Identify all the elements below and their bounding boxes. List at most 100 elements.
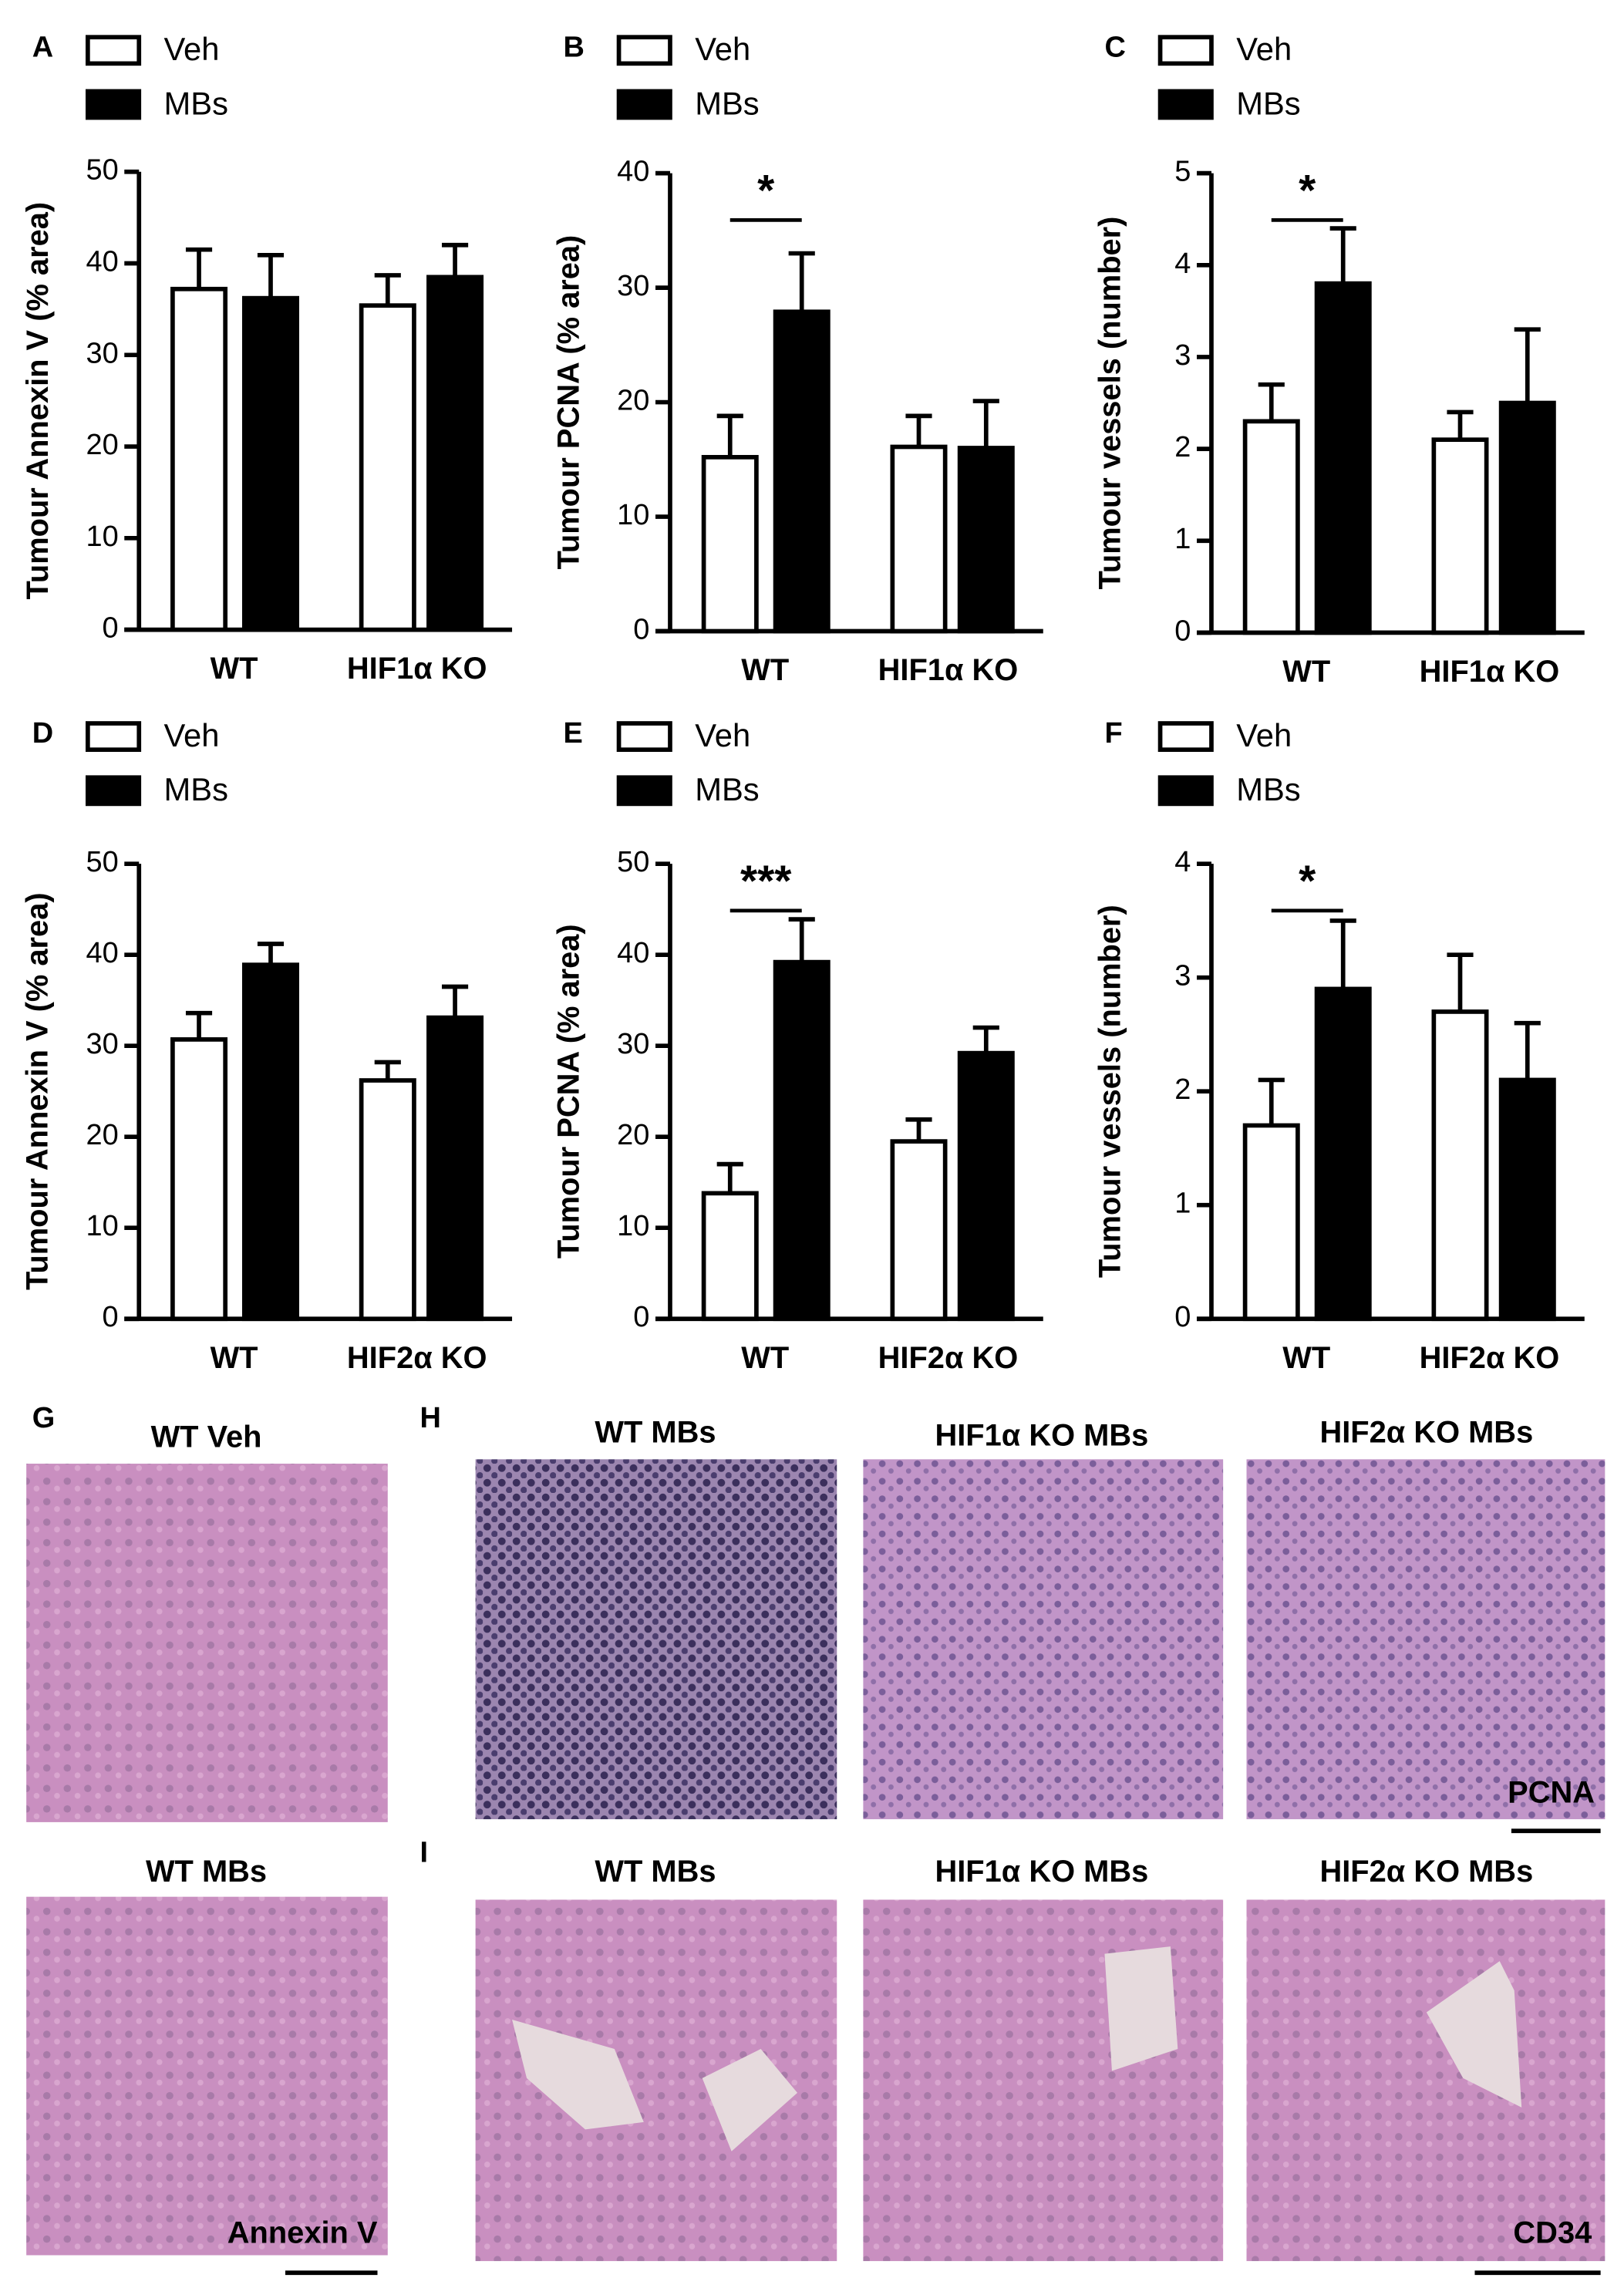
panel-label: A <box>32 31 53 63</box>
bar <box>1498 400 1556 635</box>
x-tick-label: WT <box>1282 655 1330 689</box>
image-title: HIF1α KO MBs <box>935 1855 1148 1889</box>
micrograph <box>1246 1459 1605 1820</box>
y-tick-label: 20 <box>86 1119 118 1151</box>
x-tick-label: WT <box>1282 1341 1330 1375</box>
legend-swatch <box>85 775 142 807</box>
x-tick-label: WT <box>211 1341 258 1375</box>
vessel <box>1104 1946 1178 2071</box>
bar <box>170 1037 228 1322</box>
x-tick-label: HIF1α KO <box>878 653 1019 687</box>
y-tick-label: 4 <box>1174 248 1191 280</box>
legend-swatch <box>85 89 142 120</box>
bar <box>773 309 831 634</box>
y-tick-label: 1 <box>1174 1188 1191 1220</box>
y-tick-label: 40 <box>86 246 118 278</box>
legend-label: Veh <box>695 31 750 67</box>
x-tick-label: HIF2α KO <box>347 1341 487 1375</box>
legend-swatch <box>616 721 672 753</box>
bar <box>1242 419 1300 635</box>
bar <box>957 1050 1015 1322</box>
panel-label: C <box>1104 31 1125 63</box>
y-tick-label: 30 <box>86 1028 118 1060</box>
significance-label: * <box>1299 857 1316 906</box>
legend-swatch <box>85 35 142 66</box>
image-title: WT MBs <box>595 1416 716 1450</box>
legend-label: MBs <box>163 771 227 807</box>
y-axis-label: Tumour PCNA (% area) <box>551 235 585 570</box>
image-title: HIF1α KO MBs <box>935 1418 1148 1452</box>
bar <box>890 444 948 634</box>
panel-label: B <box>563 31 584 63</box>
legend-label: Veh <box>163 31 219 67</box>
bar <box>426 1015 484 1322</box>
image-title: HIF2α KO MBs <box>1319 1416 1533 1450</box>
panel-label: F <box>1104 717 1122 750</box>
bar <box>170 286 228 632</box>
x-tick-label: HIF2α KO <box>1420 1341 1560 1375</box>
bar <box>1431 437 1489 635</box>
bar <box>426 275 484 632</box>
legend-label: MBs <box>1236 85 1300 121</box>
legend-label: MBs <box>695 771 759 807</box>
bar <box>359 1078 416 1322</box>
y-tick-label: 0 <box>633 1301 649 1333</box>
legend-swatch <box>1157 721 1214 753</box>
bar <box>359 303 416 632</box>
y-tick-label: 50 <box>86 846 118 878</box>
y-tick-label: 3 <box>1174 339 1191 372</box>
y-tick-label: 40 <box>617 156 649 188</box>
y-tick-label: 0 <box>103 612 119 645</box>
y-tick-label: 20 <box>86 429 118 461</box>
x-tick-label: HIF2α KO <box>878 1341 1019 1375</box>
legend-label: Veh <box>1236 31 1292 67</box>
bar <box>701 454 759 634</box>
micrograph <box>26 1896 388 2256</box>
x-tick-label: HIF1α KO <box>1420 655 1560 689</box>
legend-label: Veh <box>695 717 750 753</box>
significance-label: * <box>757 166 775 215</box>
legend-swatch <box>85 721 142 753</box>
y-tick-label: 1 <box>1174 523 1191 555</box>
x-tick-label: WT <box>741 653 789 687</box>
y-tick-label: 0 <box>1174 1301 1191 1333</box>
bar <box>1431 1009 1489 1322</box>
micrograph <box>863 1459 1224 1820</box>
x-tick-label: HIF1α KO <box>347 652 487 686</box>
y-tick-label: 10 <box>617 499 649 531</box>
y-tick-label: 30 <box>617 270 649 302</box>
y-axis-label: Tumour vessels (number) <box>1093 905 1127 1278</box>
y-tick-label: 2 <box>1174 431 1191 463</box>
vessel <box>512 2020 798 2152</box>
image-title: WT MBs <box>146 1855 267 1889</box>
legend-swatch <box>616 775 672 807</box>
bar <box>957 446 1015 634</box>
legend-swatch <box>616 35 672 66</box>
image-title: HIF2α KO MBs <box>1319 1855 1533 1889</box>
stain-label: CD34 <box>1513 2216 1592 2249</box>
legend-swatch <box>1157 89 1214 120</box>
bar <box>1498 1077 1556 1322</box>
legend-label: MBs <box>163 85 227 121</box>
legend-label: Veh <box>1236 717 1292 753</box>
bar <box>773 959 831 1322</box>
micrograph <box>475 1459 837 1820</box>
y-axis-label: Tumour Annexin V (% area) <box>21 892 55 1290</box>
y-tick-label: 20 <box>617 385 649 417</box>
y-tick-label: 30 <box>86 337 118 369</box>
legend-label: MBs <box>695 85 759 121</box>
y-tick-label: 0 <box>633 614 649 646</box>
panel-label: E <box>563 717 582 750</box>
bar <box>242 962 299 1322</box>
legend-swatch <box>616 89 672 120</box>
y-tick-label: 10 <box>86 1210 118 1242</box>
bar <box>242 295 299 632</box>
image-title: WT Veh <box>151 1420 262 1454</box>
legend-label: MBs <box>1236 771 1300 807</box>
panel-label: I <box>420 1837 429 1869</box>
y-tick-label: 40 <box>86 937 118 969</box>
y-tick-label: 50 <box>617 846 649 878</box>
y-tick-label: 20 <box>617 1119 649 1151</box>
